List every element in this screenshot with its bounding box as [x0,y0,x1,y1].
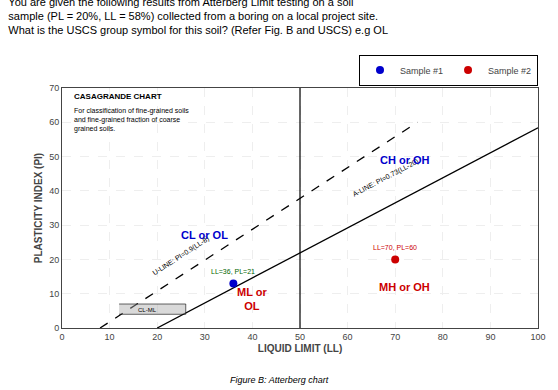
svg-text:10: 10 [105,332,115,342]
svg-text:ML orOL: ML orOL [237,286,267,312]
svg-text:50: 50 [49,152,59,162]
svg-text:Sample #1: Sample #1 [400,66,443,76]
svg-text:70: 70 [390,332,400,342]
svg-text:LIQUID LIMIT (LL): LIQUID LIMIT (LL) [258,343,342,354]
svg-text:MH or OH: MH or OH [379,281,430,293]
svg-text:90: 90 [485,332,495,342]
svg-text:0: 0 [54,323,59,333]
svg-text:LL=36, PL=21: LL=36, PL=21 [211,268,255,275]
svg-text:80: 80 [438,332,448,342]
svg-text:A-LINE: PI=0.73(LL-20): A-LINE: PI=0.73(LL-20) [351,157,420,198]
svg-text:40: 40 [247,332,257,342]
svg-text:60: 60 [343,332,353,342]
svg-text:30: 30 [200,332,210,342]
svg-text:20: 20 [152,332,162,342]
svg-text:60: 60 [49,117,59,127]
svg-text:For classification of fine-gra: For classification of fine-grained soils… [74,107,189,133]
svg-text:70: 70 [49,83,59,93]
svg-text:CL or OL: CL or OL [181,229,228,241]
svg-text:50: 50 [295,332,305,342]
svg-text:40: 40 [49,186,59,196]
svg-text:0: 0 [59,332,64,342]
svg-text:100: 100 [530,332,545,342]
svg-text:30: 30 [49,220,59,230]
svg-text:PLASTICITY INDEX (PI): PLASTICITY INDEX (PI) [33,153,44,263]
svg-text:CH or OH: CH or OH [380,154,430,166]
svg-text:U-LINE: PI=0.9(LL-8): U-LINE: PI=0.9(LL-8) [151,235,211,278]
svg-text:You are given the following re: You are given the following results from… [8,0,388,36]
svg-text:20: 20 [49,255,59,265]
svg-text:Figure B: Atterberg chart: Figure B: Atterberg chart [230,375,329,385]
svg-text:Sample #2: Sample #2 [488,66,531,76]
svg-text:10: 10 [49,289,59,299]
svg-text:CASAGRANDE CHART: CASAGRANDE CHART [74,92,162,101]
svg-text:CL-ML: CL-ML [138,307,157,313]
svg-text:LL=70, PL=60: LL=70, PL=60 [373,244,417,251]
